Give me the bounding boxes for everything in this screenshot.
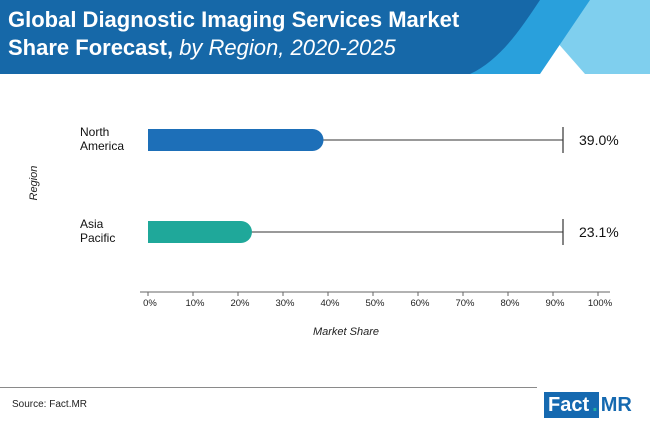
chart-title-line1: Global Diagnostic Imaging Services Marke… xyxy=(8,7,460,32)
x-tick-label-1: 10% xyxy=(185,298,205,309)
footer-divider xyxy=(0,387,537,388)
value-label-0: 39.0% xyxy=(579,132,619,148)
bar-1 xyxy=(148,221,252,243)
x-tick-label-7: 70% xyxy=(455,298,475,309)
x-tick-label-2: 20% xyxy=(230,298,250,309)
x-tick-label-10: 100% xyxy=(588,298,613,309)
chart-title-line2: Share Forecast, by Region, 2020-2025 xyxy=(8,35,396,61)
x-tick-label-9: 90% xyxy=(545,298,565,309)
category-label-1: Asia Pacific xyxy=(80,217,115,245)
x-tick-label-6: 60% xyxy=(410,298,430,309)
x-tick-label-8: 80% xyxy=(500,298,520,309)
x-tick-label-5: 50% xyxy=(365,298,385,309)
x-tick-label-3: 30% xyxy=(275,298,295,309)
x-tick-label-0: 0% xyxy=(143,298,157,309)
category-label-0: North America xyxy=(80,125,124,153)
bar-0 xyxy=(148,129,324,151)
x-tick-label-4: 40% xyxy=(320,298,340,309)
value-label-1: 23.1% xyxy=(579,224,619,240)
logo-fact: Fact xyxy=(544,392,593,418)
chart-title-line2-italic: by Region, 2020-2025 xyxy=(173,35,396,60)
logo-dot: . xyxy=(592,392,599,418)
factmr-logo: Fact. MR xyxy=(544,392,632,418)
header-banner: Global Diagnostic Imaging Services Marke… xyxy=(0,0,650,74)
x-axis-title: Market Share xyxy=(313,326,379,338)
source-note: Source: Fact.MR xyxy=(12,399,88,410)
header-shapes xyxy=(0,0,650,74)
logo-mr: MR xyxy=(600,394,632,416)
y-axis-title: Region xyxy=(28,166,40,201)
bar-chart: North America 39.0% Asia Pacific 23.1% 0% 10% 20… xyxy=(28,125,619,338)
chart-title-line2-bold: Share Forecast, xyxy=(8,35,174,60)
